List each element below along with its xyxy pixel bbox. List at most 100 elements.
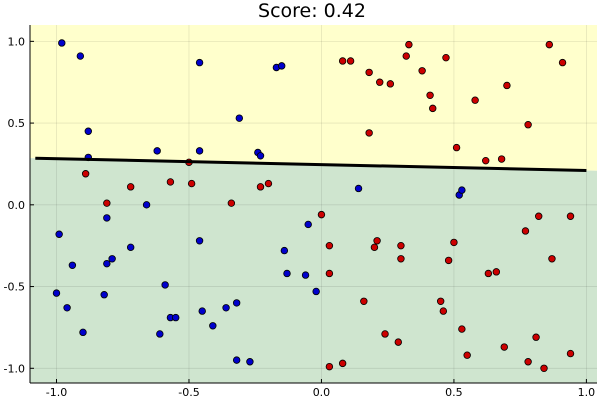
data-point-red bbox=[463, 351, 471, 359]
data-point-red bbox=[365, 129, 373, 137]
data-point-blue bbox=[301, 271, 310, 279]
data-point-red bbox=[103, 199, 111, 207]
data-point-red bbox=[264, 179, 273, 188]
data-point-red bbox=[482, 156, 490, 165]
data-point-blue bbox=[195, 58, 204, 67]
data-point-red bbox=[256, 183, 265, 191]
data-point-red bbox=[535, 212, 543, 220]
data-point-red bbox=[497, 155, 506, 163]
data-point-red bbox=[187, 179, 196, 188]
chart-title: Score: 0.42 bbox=[258, 0, 366, 22]
data-point-red bbox=[439, 307, 448, 315]
data-point-red bbox=[365, 68, 373, 77]
data-point-red bbox=[394, 338, 402, 346]
data-point-red bbox=[373, 237, 381, 245]
data-point-blue bbox=[108, 255, 116, 263]
data-point-red bbox=[405, 40, 413, 49]
data-point-blue bbox=[246, 358, 254, 366]
y-tick-label: -0.5 bbox=[4, 281, 25, 294]
decision-regions bbox=[30, 25, 597, 383]
data-point-red bbox=[548, 255, 556, 263]
data-point-red bbox=[436, 297, 445, 305]
y-tick-label: 0.0 bbox=[8, 199, 26, 212]
data-point-red bbox=[325, 269, 334, 278]
data-point-blue bbox=[195, 237, 204, 245]
data-point-blue bbox=[142, 201, 151, 209]
data-point-red bbox=[426, 91, 434, 99]
data-point-blue bbox=[161, 281, 169, 289]
data-point-blue bbox=[84, 127, 92, 135]
data-point-blue bbox=[312, 287, 320, 296]
data-point-blue bbox=[232, 299, 241, 307]
x-tick-label: -1.0 bbox=[46, 386, 67, 399]
y-tick-label: -1.0 bbox=[4, 362, 25, 375]
data-point-blue bbox=[232, 356, 241, 364]
data-point-red bbox=[521, 227, 530, 235]
decision-boundary-line bbox=[35, 156, 587, 172]
data-point-red bbox=[418, 67, 426, 75]
data-point-red bbox=[524, 358, 532, 366]
data-point-blue bbox=[209, 322, 217, 330]
data-point-blue bbox=[222, 304, 230, 312]
data-point-blue bbox=[103, 214, 111, 222]
data-point-blue bbox=[55, 230, 63, 238]
data-point-blue bbox=[100, 291, 108, 299]
data-point-red bbox=[397, 241, 405, 250]
data-point-blue bbox=[79, 328, 87, 337]
data-point-red bbox=[452, 143, 461, 152]
data-point-blue bbox=[52, 289, 61, 297]
data-point-red bbox=[346, 57, 355, 65]
data-point-red bbox=[566, 349, 575, 358]
data-point-red bbox=[325, 241, 334, 250]
data-point-red bbox=[444, 256, 453, 265]
data-point-red bbox=[397, 255, 405, 263]
data-point-blue bbox=[235, 114, 244, 122]
data-point-red bbox=[429, 104, 437, 113]
x-tick-label: 1.0 bbox=[578, 386, 596, 399]
data-point-blue bbox=[103, 259, 111, 268]
data-point-blue bbox=[126, 243, 135, 252]
tick-labels: -1.0 -0.5 0.0 0.5 1.0 -1.0 -0.5 0.0 0.5 1.0 bbox=[4, 35, 596, 399]
decision-boundary-group bbox=[35, 156, 587, 172]
data-point-blue bbox=[280, 246, 289, 255]
data-point-red bbox=[484, 269, 493, 278]
data-point-red bbox=[540, 364, 548, 372]
data-point-red bbox=[317, 210, 326, 219]
data-point-red bbox=[81, 170, 90, 178]
data-point-blue bbox=[198, 307, 206, 315]
data-point-blue bbox=[76, 52, 85, 60]
data-point-blue bbox=[172, 313, 180, 322]
data-point-blue bbox=[68, 261, 77, 270]
lower-region bbox=[30, 158, 597, 383]
data-point-red bbox=[402, 52, 410, 60]
data-point-red bbox=[503, 81, 511, 90]
data-point-red bbox=[471, 96, 479, 104]
data-point-red bbox=[386, 80, 395, 88]
data-point-blue bbox=[304, 220, 312, 229]
grid-lines bbox=[30, 25, 597, 383]
data-point-red bbox=[381, 330, 389, 338]
data-point-blue bbox=[153, 147, 161, 155]
data-point-blue bbox=[156, 330, 164, 338]
data-point-red bbox=[126, 183, 135, 191]
data-point-blue bbox=[58, 39, 66, 47]
axes bbox=[29, 25, 597, 384]
data-point-blue bbox=[195, 147, 204, 155]
data-point-red bbox=[532, 333, 540, 341]
data-point-red bbox=[500, 343, 508, 351]
data-point-red bbox=[524, 121, 532, 129]
data-point-red bbox=[227, 199, 236, 207]
data-point-blue bbox=[354, 184, 363, 193]
data-point-blue bbox=[458, 186, 466, 194]
data-point-blue bbox=[283, 269, 291, 278]
data-point-red bbox=[442, 53, 450, 62]
data-point-red bbox=[545, 40, 554, 49]
data-point-red bbox=[450, 238, 458, 247]
data-point-red bbox=[325, 362, 334, 371]
x-tick-label: 0.0 bbox=[313, 386, 331, 399]
data-point-red bbox=[370, 243, 379, 252]
y-tick-label: 0.5 bbox=[8, 117, 26, 130]
data-point-red bbox=[338, 359, 347, 368]
data-point-red bbox=[566, 212, 575, 220]
